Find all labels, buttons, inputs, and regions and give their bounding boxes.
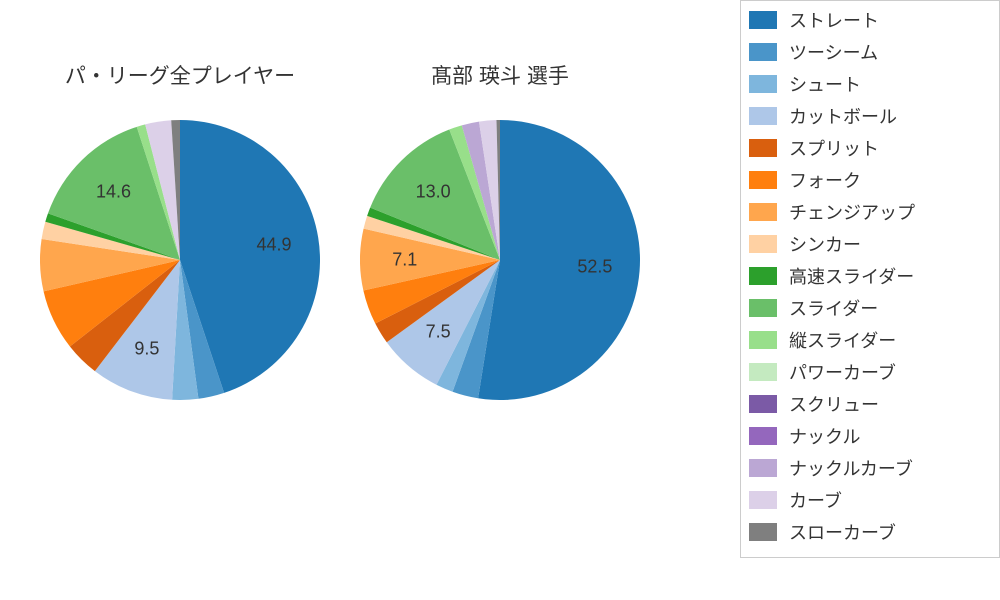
legend-label: 縦スライダー (789, 327, 896, 353)
legend-label: シュート (789, 71, 861, 97)
pie-slice (478, 120, 640, 400)
legend-item: ナックル (749, 423, 991, 449)
legend-item: フォーク (749, 167, 991, 193)
legend-swatch (749, 523, 777, 541)
legend-item: スライダー (749, 295, 991, 321)
legend-item: チェンジアップ (749, 199, 991, 225)
legend-swatch (749, 203, 777, 221)
legend-item: 高速スライダー (749, 263, 991, 289)
legend: ストレートツーシームシュートカットボールスプリットフォークチェンジアップシンカー… (740, 0, 1000, 558)
chart-block: パ・リーグ全プレイヤー 44.99.514.6 (40, 60, 320, 600)
legend-label: 高速スライダー (789, 263, 914, 289)
legend-label: スクリュー (789, 391, 879, 417)
legend-item: スクリュー (749, 391, 991, 417)
legend-label: フォーク (789, 167, 861, 193)
legend-swatch (749, 235, 777, 253)
legend-label: パワーカーブ (789, 359, 896, 385)
legend-label: スプリット (789, 135, 879, 161)
chart-container: パ・リーグ全プレイヤー 44.99.514.6 髙部 瑛斗 選手 52.57.57.1… (0, 0, 1000, 600)
legend-label: カーブ (789, 487, 842, 513)
pie-chart: 44.99.514.6 (40, 120, 320, 400)
pie-chart: 52.57.57.113.0 (360, 120, 640, 400)
chart-title: パ・リーグ全プレイヤー (65, 60, 295, 90)
legend-swatch (749, 491, 777, 509)
legend-swatch (749, 331, 777, 349)
legend-label: ナックル (789, 423, 860, 449)
legend-item: 縦スライダー (749, 327, 991, 353)
legend-item: スローカーブ (749, 519, 991, 545)
charts-area: パ・リーグ全プレイヤー 44.99.514.6 髙部 瑛斗 選手 52.57.57.1… (0, 0, 640, 600)
legend-item: カーブ (749, 487, 991, 513)
legend-label: シンカー (789, 231, 861, 257)
legend-swatch (749, 267, 777, 285)
legend-item: シンカー (749, 231, 991, 257)
legend-swatch (749, 139, 777, 157)
legend-label: チェンジアップ (789, 199, 915, 225)
legend-swatch (749, 43, 777, 61)
legend-item: シュート (749, 71, 991, 97)
legend-label: ナックルカーブ (789, 455, 913, 481)
legend-label: スライダー (789, 295, 878, 321)
legend-item: カットボール (749, 103, 991, 129)
legend-swatch (749, 427, 777, 445)
legend-label: ストレート (789, 7, 879, 33)
legend-swatch (749, 171, 777, 189)
legend-swatch (749, 459, 777, 477)
legend-swatch (749, 299, 777, 317)
legend-item: ツーシーム (749, 39, 991, 65)
legend-swatch (749, 363, 777, 381)
legend-label: カットボール (789, 103, 897, 129)
legend-item: ストレート (749, 7, 991, 33)
chart-block: 髙部 瑛斗 選手 52.57.57.113.0 (360, 60, 640, 600)
legend-label: ツーシーム (789, 39, 878, 65)
legend-item: スプリット (749, 135, 991, 161)
legend-swatch (749, 395, 777, 413)
chart-title: 髙部 瑛斗 選手 (431, 60, 569, 90)
legend-swatch (749, 107, 777, 125)
legend-item: パワーカーブ (749, 359, 991, 385)
legend-swatch (749, 11, 777, 29)
legend-label: スローカーブ (789, 519, 896, 545)
legend-swatch (749, 75, 777, 93)
legend-item: ナックルカーブ (749, 455, 991, 481)
